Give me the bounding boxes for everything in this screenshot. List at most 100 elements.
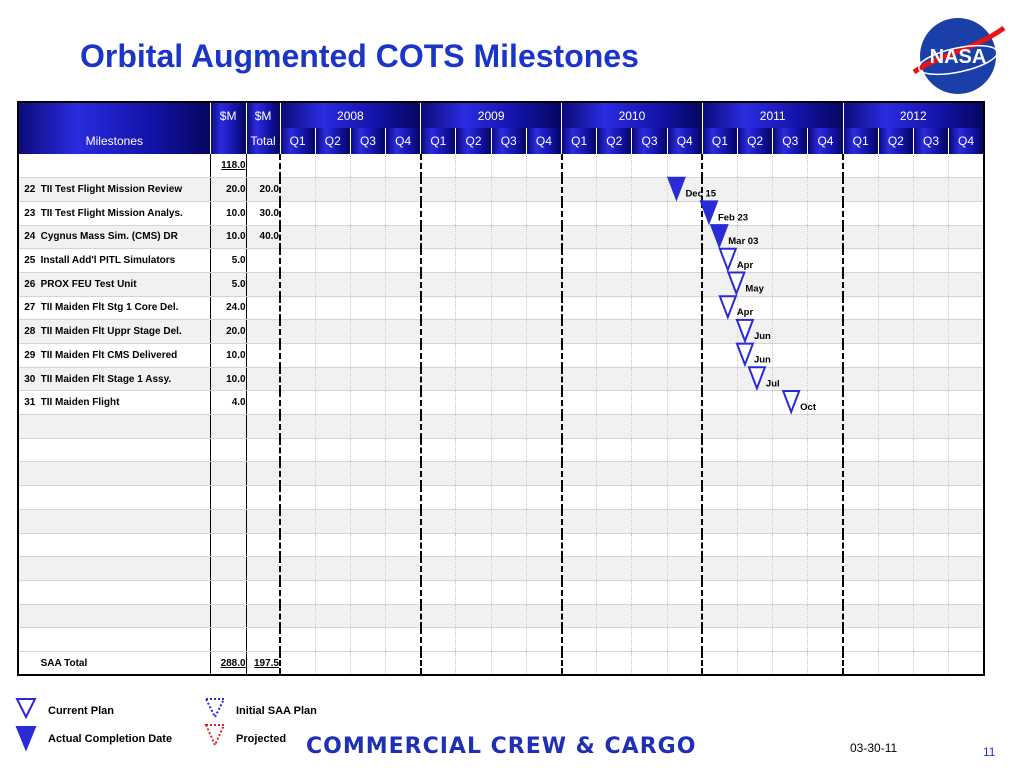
quarter-cell — [631, 461, 668, 487]
quarter-cell — [807, 461, 844, 487]
quarter-cell — [560, 556, 597, 581]
quarter-cell — [560, 390, 597, 416]
quarter-cell — [877, 177, 914, 202]
quarter-cell — [455, 367, 492, 392]
quarter-cell — [842, 604, 879, 629]
quarter-cell — [666, 272, 703, 297]
quarter-cell — [666, 651, 703, 676]
current-plan-icon — [735, 318, 755, 344]
milestone-amount: 20.0 — [209, 319, 247, 344]
milestone-total — [245, 319, 280, 344]
milestone-marker: Apr — [718, 247, 753, 273]
quarter-cell — [525, 296, 562, 321]
quarter-header-2008-Q2: Q2 — [314, 128, 351, 154]
quarter-cell — [842, 296, 879, 321]
table-row: 22 TII Test Flight Mission Review 20.0 20.0 — [18, 177, 984, 202]
quarter-cell — [455, 343, 492, 368]
quarter-cell — [525, 438, 562, 463]
quarter-cell — [455, 556, 492, 581]
quarter-cell — [419, 627, 456, 652]
empty-amount — [209, 485, 247, 510]
quarter-cell — [736, 177, 773, 202]
quarter-cell — [701, 485, 738, 510]
empty-amount — [209, 627, 247, 652]
quarter-cell — [455, 651, 492, 676]
milestone-amount: 4.0 — [209, 390, 247, 416]
quarter-cell — [631, 177, 668, 202]
quarter-cell — [807, 580, 844, 605]
milestone-total: 40.0 — [245, 225, 280, 250]
quarter-cell — [314, 414, 351, 439]
quarter-cell — [877, 556, 914, 581]
quarter-cell — [349, 627, 386, 652]
quarter-cell — [701, 154, 738, 179]
current-plan-icon — [781, 390, 801, 415]
empty-amount — [209, 533, 247, 558]
quarter-cell — [490, 154, 527, 179]
quarter-cell — [596, 248, 632, 273]
top-total-text: 118.0 — [221, 160, 246, 172]
row-id — [18, 154, 41, 179]
quarter-cell — [349, 201, 386, 226]
quarter-cell — [278, 248, 316, 273]
quarter-cell — [772, 225, 808, 250]
quarter-cell — [385, 651, 421, 676]
quarter-cell — [560, 533, 597, 558]
quarter-cell — [842, 461, 879, 487]
quarter-cell — [349, 438, 386, 463]
quarter-cell — [278, 580, 316, 605]
quarter-cell — [877, 343, 914, 368]
page-title: Orbital Augmented COTS Milestones — [80, 38, 639, 74]
total-header: Total — [245, 128, 280, 154]
empty-total — [245, 414, 280, 439]
quarter-cell — [455, 201, 492, 226]
saa-total-amount-text: 288.0 — [220, 657, 246, 669]
quarter-cell — [701, 533, 738, 558]
quarter-cell — [948, 485, 984, 510]
milestone-id: 22 — [18, 177, 41, 202]
quarter-cell — [385, 367, 421, 392]
quarter-cell — [842, 556, 879, 581]
quarter-cell — [912, 509, 949, 534]
milestone-name: Cygnus Mass Sim. (CMS) DR — [40, 225, 211, 250]
empty-id — [18, 533, 41, 558]
quarter-cell — [666, 414, 703, 439]
quarter-cell — [596, 390, 632, 416]
empty-amount — [209, 414, 247, 439]
milestone-total — [245, 248, 280, 273]
milestone-date-label: Mar 03 — [728, 236, 758, 247]
quarter-cell — [314, 604, 351, 629]
quarter-cell — [596, 533, 632, 558]
milestone-marker: Feb 23 — [699, 200, 748, 226]
quarter-cell — [772, 248, 808, 273]
quarter-cell — [912, 414, 949, 439]
quarter-cell — [385, 533, 421, 558]
milestone-total — [245, 367, 280, 392]
quarter-header-2012-Q2: Q2 — [877, 128, 914, 154]
quarter-header-2008-Q1: Q1 — [279, 128, 316, 154]
actual-completion-icon — [699, 200, 719, 226]
quarter-cell — [278, 296, 316, 321]
quarter-cell — [455, 461, 492, 487]
quarter-cell — [455, 225, 492, 250]
quarter-cell — [948, 509, 984, 534]
quarter-cell — [877, 248, 914, 273]
quarter-cell — [701, 509, 738, 534]
milestone-id: 23 — [18, 201, 41, 226]
milestone-name: TII Maiden Flt Uppr Stage Del. — [40, 319, 211, 344]
quarter-cell — [385, 485, 421, 510]
quarter-cell — [807, 177, 844, 202]
quarter-cell — [596, 580, 632, 605]
empty-row — [18, 580, 984, 605]
quarter-cell — [948, 461, 984, 487]
milestone-name: Install Add'l PITL Simulators — [40, 248, 211, 273]
milestone-marker: Dec 15 — [666, 176, 717, 202]
quarter-cell — [666, 556, 703, 581]
quarter-cell — [278, 319, 316, 344]
quarter-cell — [278, 272, 316, 297]
quarter-cell — [455, 509, 492, 534]
quarter-cell — [877, 319, 914, 344]
quarter-cell — [278, 438, 316, 463]
milestone-total — [245, 343, 280, 368]
empty-name — [40, 627, 211, 652]
